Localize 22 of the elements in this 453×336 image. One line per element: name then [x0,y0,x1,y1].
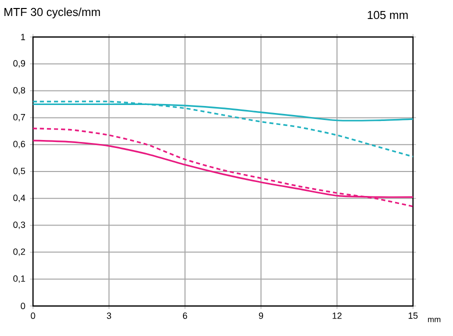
y-tick-label: 0,5 [13,168,26,176]
y-tick-label: 0,6 [13,140,26,148]
chart-subtitle: 105 mm [368,10,408,20]
y-tick-label: 0,8 [13,87,26,94]
y-tick-label: 0,9 [13,60,26,68]
x-tick-label: 15 [408,312,418,319]
x-axis-title: mm [428,318,440,322]
x-tick-label: 9 [258,312,264,319]
x-tick-label: 0 [30,312,36,319]
y-tick-label: 0,2 [13,248,26,256]
y-tick-label: 0,1 [13,275,26,283]
y-tick-label: 0 [20,302,26,310]
line-series [32,128,414,208]
x-tick-label: 3 [106,312,112,319]
y-tick-label: 0,4 [13,194,26,202]
y-tick-label: 0,7 [13,114,26,122]
chart-title: MTF 30 cycles/mm [4,8,100,18]
line-series [32,100,414,158]
x-tick-label: 12 [332,312,342,319]
y-tick-label: 0,3 [13,222,26,229]
y-tick-label: 1 [21,34,26,40]
x-tick-label: 6 [182,312,188,319]
